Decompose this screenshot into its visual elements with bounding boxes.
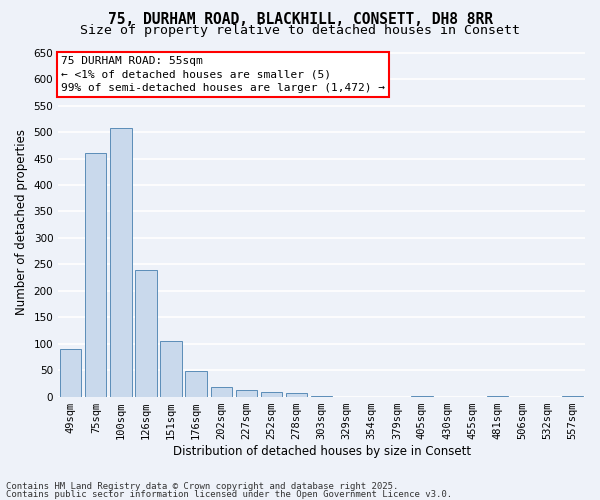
Text: Size of property relative to detached houses in Consett: Size of property relative to detached ho… <box>80 24 520 37</box>
Y-axis label: Number of detached properties: Number of detached properties <box>15 129 28 315</box>
Bar <box>60 349 82 397</box>
Text: Contains HM Land Registry data © Crown copyright and database right 2025.: Contains HM Land Registry data © Crown c… <box>6 482 398 491</box>
Bar <box>185 371 207 396</box>
Bar <box>236 390 257 396</box>
Bar <box>160 341 182 396</box>
X-axis label: Distribution of detached houses by size in Consett: Distribution of detached houses by size … <box>173 444 470 458</box>
Text: 75 DURHAM ROAD: 55sqm
← <1% of detached houses are smaller (5)
99% of semi-detac: 75 DURHAM ROAD: 55sqm ← <1% of detached … <box>61 56 385 92</box>
Bar <box>286 394 307 396</box>
Bar <box>261 392 282 396</box>
Text: 75, DURHAM ROAD, BLACKHILL, CONSETT, DH8 8RR: 75, DURHAM ROAD, BLACKHILL, CONSETT, DH8… <box>107 12 493 28</box>
Text: Contains public sector information licensed under the Open Government Licence v3: Contains public sector information licen… <box>6 490 452 499</box>
Bar <box>85 154 106 396</box>
Bar <box>136 270 157 396</box>
Bar <box>211 387 232 396</box>
Bar <box>110 128 131 396</box>
